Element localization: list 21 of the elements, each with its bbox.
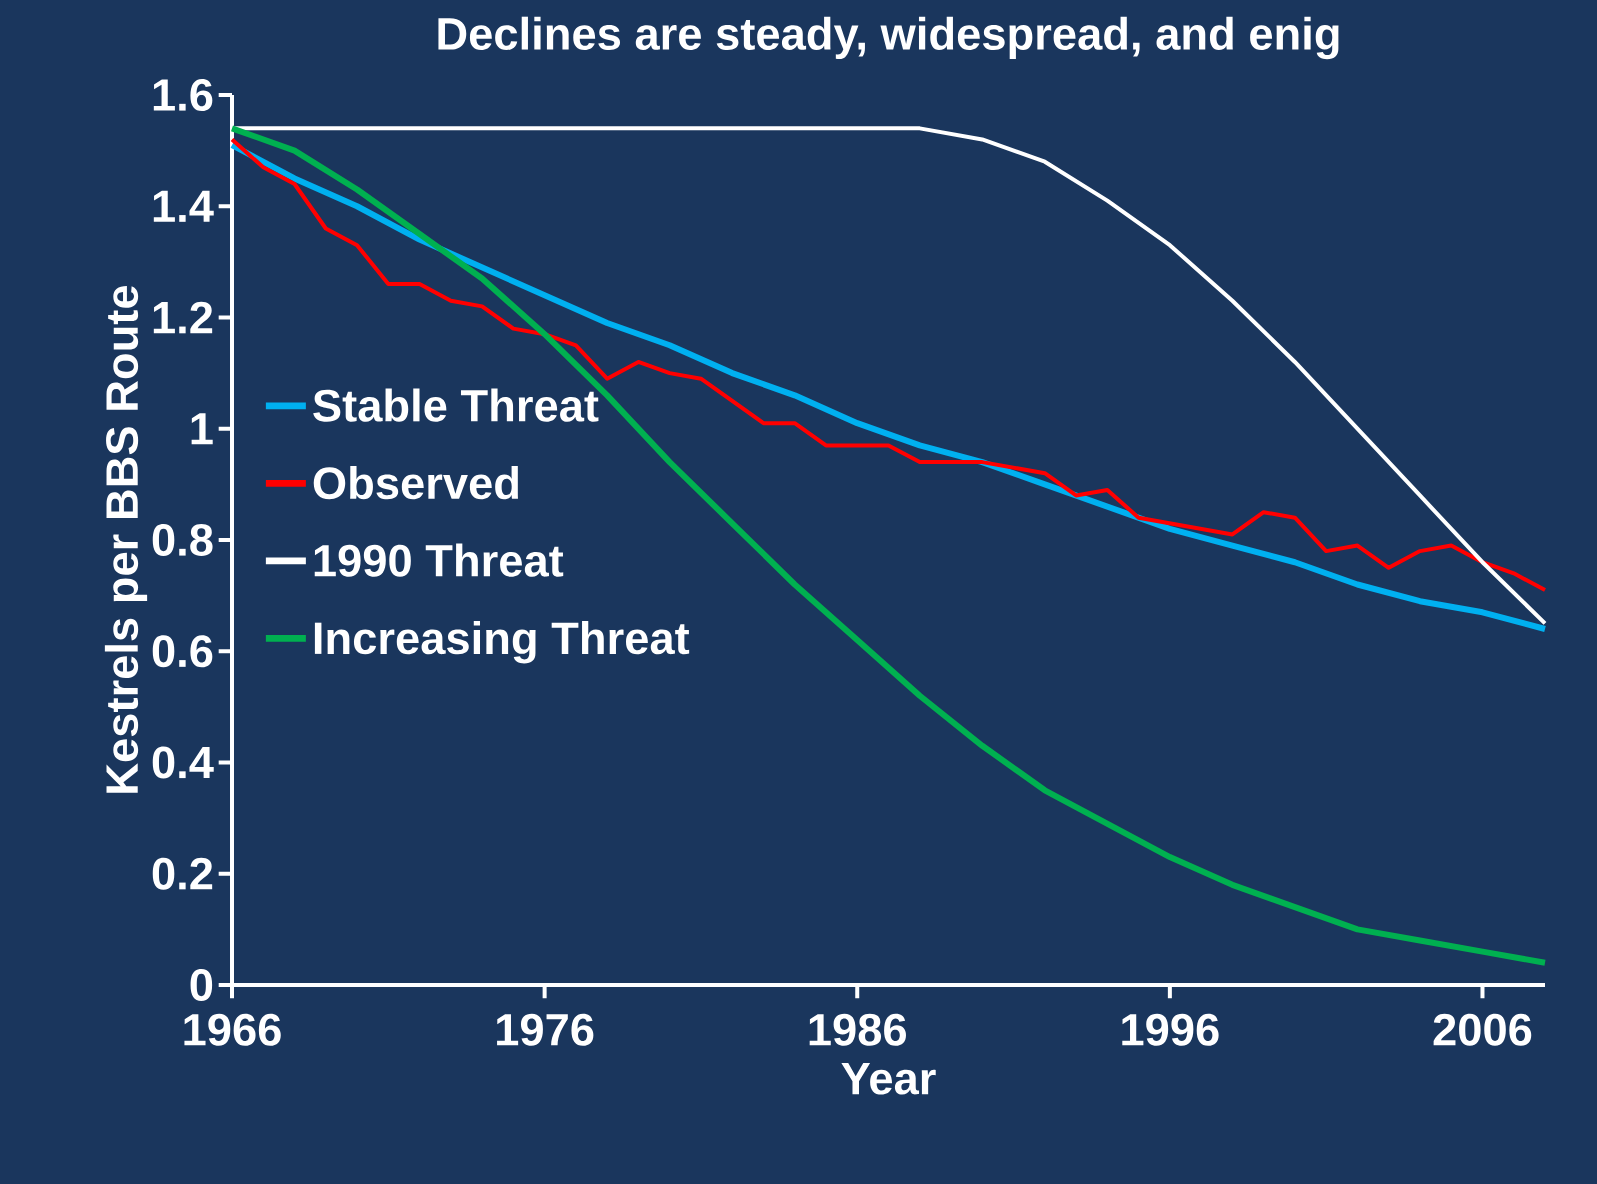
y-tick-label: 0.2 [152, 857, 213, 890]
y-tick-label: 0.4 [152, 746, 214, 779]
y-tick-label: 1.2 [153, 301, 213, 334]
x-tick-label: 1976 [497, 1013, 594, 1046]
x-tick-label: 1996 [1122, 1013, 1219, 1046]
x-tick-label: 1966 [184, 1013, 281, 1046]
chart-title: Declines are steady, widespread, and enig [438, 16, 1339, 60]
legend-label: Increasing Threat [314, 621, 690, 664]
x-axis-title: Year [841, 1062, 936, 1095]
x-tick-label: 1986 [809, 1013, 906, 1046]
y-tick-label: 0.6 [152, 635, 213, 668]
legend-label: Stable Threat [313, 388, 599, 422]
y-tick-label: 1.4 [153, 190, 214, 222]
y-tick-label: 0 [190, 968, 213, 1002]
legend-label: 1990 Threat [314, 543, 564, 577]
y-tick-label: 0.8 [152, 523, 213, 557]
legend-label: Observed [313, 466, 518, 500]
y-tick-label: 1 [191, 413, 213, 445]
y-axis-title: Kestrels per BBS Route [104, 285, 148, 793]
x-tick-label: 2006 [1433, 1013, 1532, 1046]
y-tick-label: 1.6 [153, 78, 213, 112]
